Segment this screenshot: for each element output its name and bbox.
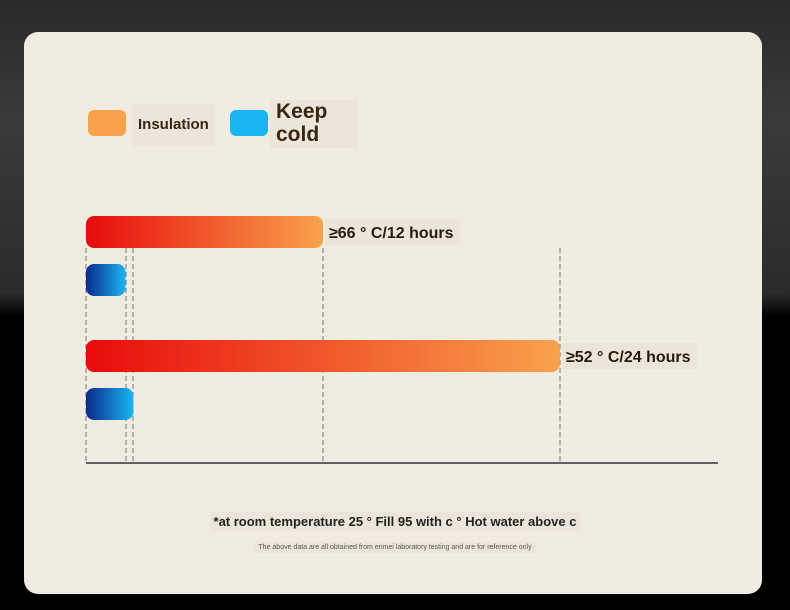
legend-label-keep-cold: Keep cold [270, 100, 358, 148]
data-label-bg [562, 343, 697, 369]
legend-swatch-keep-cold [230, 110, 268, 136]
legend-swatch-insulation [88, 110, 126, 136]
legend-label-insulation: Insulation [132, 104, 215, 146]
bar-keep-cold-1 [86, 264, 126, 296]
data-label-bg [325, 219, 460, 245]
footnote-main-text: *at room temperature 25 ° Fill 95 with c… [209, 512, 581, 531]
bar-keep-cold-2 [86, 388, 134, 420]
bar-insulation-1 [86, 216, 323, 248]
footnote-sub: The above data are all obtained from enm… [0, 542, 790, 553]
footnote-sub-text: The above data are all obtained from enm… [254, 542, 536, 553]
data-label-1: ≥66 ° C/12 hours [329, 225, 454, 242]
footnote-main: *at room temperature 25 ° Fill 95 with c… [0, 512, 790, 531]
data-label-2: ≥52 ° C/24 hours [566, 349, 691, 366]
bar-insulation-2 [86, 340, 560, 372]
